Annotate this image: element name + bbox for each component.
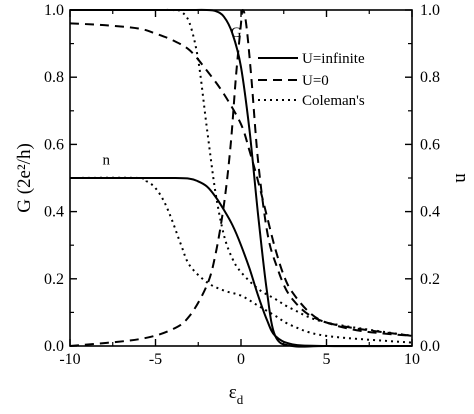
x-tick-label: -10 <box>59 351 80 368</box>
x-tick-label: 10 <box>404 351 420 368</box>
y-axis-label-right: n <box>451 173 472 183</box>
series-line-dashed-g <box>69 22 413 337</box>
y-tick-label-right: 0.4 <box>420 204 440 221</box>
y-tick-label-left: 1.0 <box>44 2 64 19</box>
series-line-solid-g <box>69 8 412 348</box>
legend-label-u-0: U=0 <box>302 73 329 89</box>
y-tick-label-left: 0.2 <box>44 271 64 288</box>
legend-label-u-infinite: U=infinite <box>302 51 365 67</box>
x-tick-label: -5 <box>149 351 162 368</box>
x-axis-label-subscript: d <box>237 392 244 407</box>
x-axis-label: εd <box>229 382 244 407</box>
series-line-dashed-n <box>69 9 413 347</box>
x-axis-label-main: ε <box>229 382 237 403</box>
y-tick-label-right: 0.0 <box>420 338 440 355</box>
legend: U=infinite U=0 Coleman's <box>258 51 365 109</box>
y-tick-label-right: 0.6 <box>420 136 440 153</box>
annotation-g: G <box>231 25 242 41</box>
y-tick-label-right: 0.2 <box>420 271 440 288</box>
y-tick-label-right: 1.0 <box>420 2 440 19</box>
y-axis-label-left: G (2e²/h) <box>14 143 35 213</box>
series-group <box>69 8 413 348</box>
x-tick-label: 5 <box>323 351 331 368</box>
y-tick-label-right: 0.8 <box>420 69 440 86</box>
legend-label-colemans: Coleman's <box>302 93 365 109</box>
y-tick-label-left: 0.4 <box>44 204 64 221</box>
series-line-solid-n <box>70 176 413 348</box>
y-tick-label-left: 0.6 <box>44 136 64 153</box>
series-line-dotted-n <box>69 176 413 344</box>
annotation-n: n <box>102 153 110 169</box>
x-tick-label: 0 <box>237 351 245 368</box>
y-tick-label-left: 0.0 <box>44 338 64 355</box>
y-tick-label-left: 0.8 <box>44 69 64 86</box>
ticks: -10 -5 0 5 100.0 0.00.2 0.20.4 0.40.6 0.60.8 0.81… <box>44 2 440 368</box>
